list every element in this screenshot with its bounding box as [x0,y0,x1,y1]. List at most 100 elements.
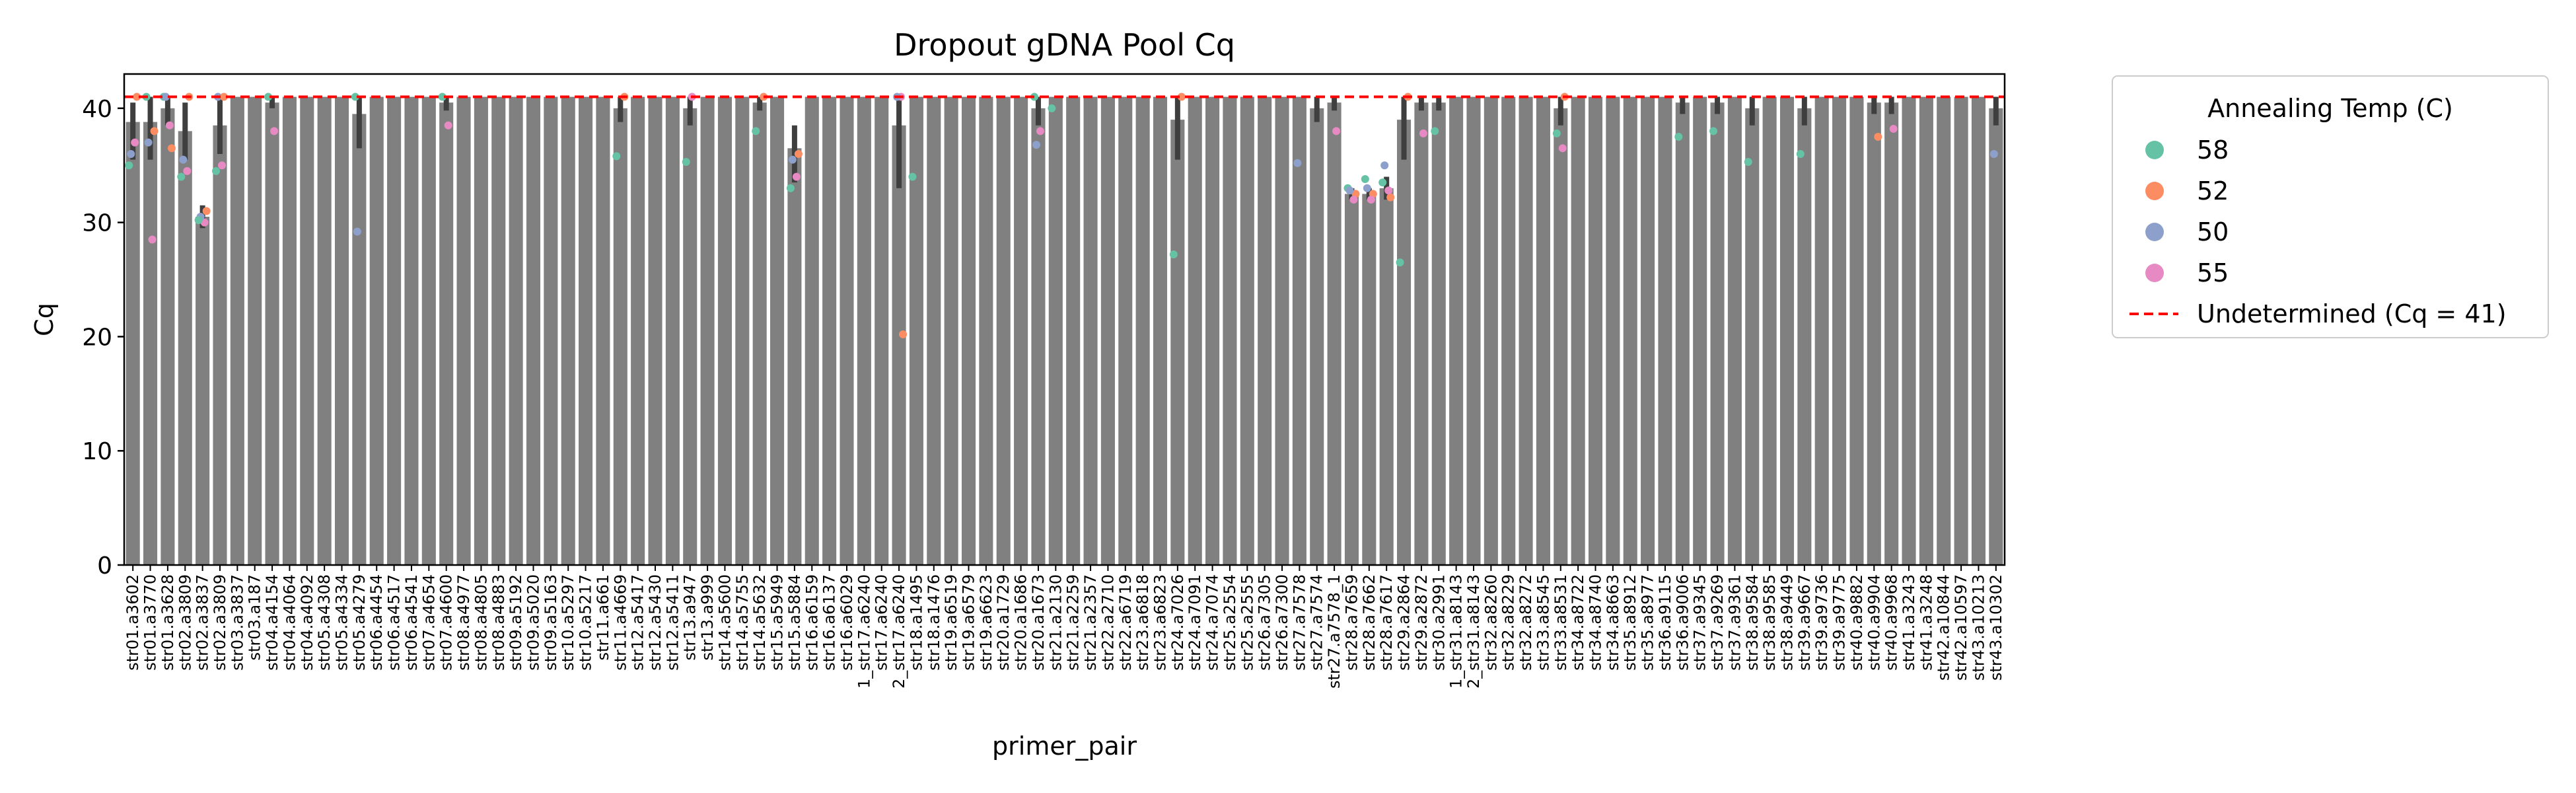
data-point [1419,129,1427,137]
x-tick-label: str20.a1673 [1029,574,1048,671]
bar [717,96,733,566]
x-tick-label: str23.a6823 [1151,574,1169,671]
x-tick-label: str05.a4308 [315,574,334,671]
x-tick-label: str39.a9775 [1830,574,1849,671]
data-point [270,127,279,135]
data-point [148,235,157,244]
x-tick-label: str27.a7578_1 [1325,574,1343,689]
legend-items: 58 52 50 55 [2145,135,2229,287]
x-tick-label: str15.a5884 [785,574,804,671]
x-tick-label: str17.a6240 [873,574,891,671]
legend-box [2112,75,2549,338]
data-point [1889,124,1898,133]
bar [1762,96,1777,566]
x-tick-label: str39.a9736 [1812,574,1831,671]
bar [961,96,976,566]
x-tick-label: str16.a6159 [803,574,821,671]
points-layer [125,93,1998,338]
bar [125,122,140,566]
bar [1205,96,1220,566]
legend-threshold-label: Undetermined (Cq = 41) [2197,299,2507,328]
data-point [202,207,211,215]
x-tick-label: str33.a8531 [1552,574,1570,671]
bar [1258,96,1272,566]
x-tick-label: str02.a3837 [194,574,212,671]
x-tick-label: str19.a6623 [977,574,995,671]
x-tick-label: str08.a4805 [472,574,490,671]
bar [1745,108,1760,565]
x-tick-label: str01.a3628 [159,574,177,671]
bar [1188,96,1202,566]
data-point [1386,193,1395,202]
x-tick-label: str32.a8229 [1499,574,1518,671]
bar [1884,102,1899,565]
bar [1327,102,1342,565]
bar [1170,120,1185,565]
x-tick-label: str37.a9269 [1708,574,1727,671]
x-tick-label: str05.a4279 [350,574,369,671]
data-point [612,152,621,161]
y-tick-label: 30 [82,210,112,237]
x-tick-label: str19.a6519 [942,574,960,671]
legend-marker [2145,223,2164,241]
x-tick-label: str40.a9904 [1865,574,1883,671]
data-point [1367,196,1375,204]
bar [892,125,906,566]
data-point [682,158,690,167]
x-tick-label: str27.a7578 [1290,574,1308,671]
bar [1484,96,1498,566]
x-tick-label: str03.a187 [246,574,264,660]
bar [1623,96,1637,566]
data-point [127,149,135,158]
bar [1014,96,1028,566]
data-point [438,93,447,101]
x-tick-label: str02.a3809 [176,574,194,671]
data-point [1349,196,1358,204]
x-tick-label: str21.a2130 [1046,574,1065,671]
x-tick-label: str40.a9968 [1882,574,1901,671]
bar [631,96,645,566]
x-tick-label: str28.a7662 [1360,574,1378,671]
x-tick-label: str26.a7300 [1273,574,1291,671]
x-tick-label: 1_str31.a8143 [1447,574,1466,689]
legend-label: 50 [2197,217,2229,246]
x-tick-label: str42.a10597 [1952,574,1970,681]
bar [1832,96,1847,566]
x-tick-label: str20.a1729 [994,574,1013,671]
data-point [792,172,801,181]
x-tick-label: str22.a6719 [1116,574,1135,671]
data-point [133,93,141,101]
bar [1727,96,1742,566]
bar [1100,96,1115,566]
bar [1954,96,1968,566]
x-tick-label: str41.a3243 [1900,574,1918,671]
x-tick-label: str29.a2864 [1395,574,1413,671]
bar [1466,96,1481,566]
data-point [1558,144,1567,153]
bar [1571,96,1585,566]
x-tick-label: str21.a2259 [1064,574,1083,671]
bar [1902,96,1916,566]
bar [1275,96,1289,566]
bar [317,96,332,566]
legend-marker [2145,141,2164,159]
x-tick-label: str06.a4517 [385,574,404,671]
bar [1031,108,1046,565]
data-point [1177,93,1186,101]
x-tick-label: str06.a4454 [367,574,386,671]
data-point [165,121,174,130]
y-axis-label: Cq [30,303,59,336]
x-tick-label: 2_str31.a8143 [1464,574,1483,689]
x-tick-label: str04.a4064 [280,574,299,671]
bar [474,96,488,566]
bar [805,96,819,566]
x-tick-label: str04.a4154 [263,574,281,671]
x-axis-label: primer_pair [992,732,1137,761]
bar [1693,96,1707,566]
x-tick-label: str06.a4541 [402,574,421,671]
data-point [167,144,176,153]
bar [1588,96,1603,566]
bar [1971,96,1986,566]
bar [1118,96,1133,566]
x-tick-label: 1_str17.a6240 [855,574,873,689]
